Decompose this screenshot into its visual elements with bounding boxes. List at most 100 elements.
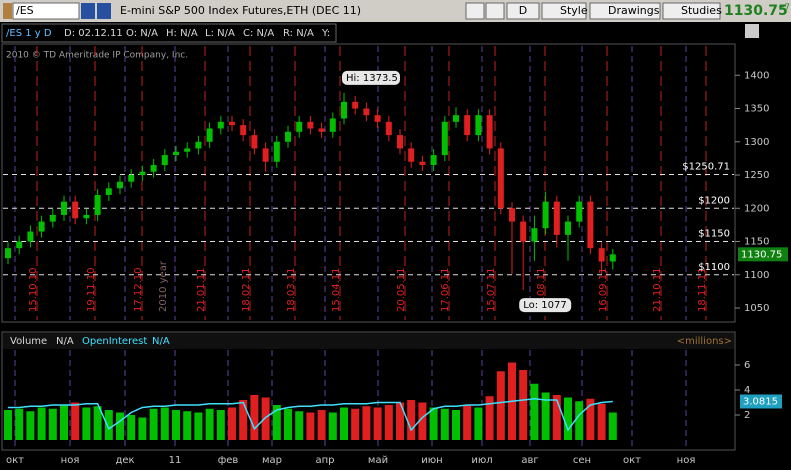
symbol-dropdown[interactable] [81, 3, 95, 19]
y-tick-label: 6 [744, 360, 750, 371]
volume-bar [93, 406, 102, 440]
info-bar [1, 23, 337, 43]
candle-body [341, 101, 347, 119]
info-high: H: N/A [166, 28, 198, 39]
y-tick-label: 1400 [744, 70, 769, 81]
hi-label: Hi: 1373.5 [346, 73, 398, 84]
expiration-label: 21.10.11 [652, 267, 663, 312]
candle-body [307, 121, 314, 129]
volume-bar [485, 396, 494, 440]
last-price-box [738, 247, 788, 262]
volume-bar [597, 403, 606, 440]
y-tick-label: 2 [744, 410, 750, 421]
expiration-label: 16.09.11 [598, 267, 609, 312]
candle-body [464, 115, 471, 136]
volume-bar [205, 408, 214, 440]
expiration-label: 18.11.11 [697, 267, 708, 312]
candle-body [83, 214, 90, 219]
style: Style [560, 4, 588, 17]
price-line-label: $1150 [698, 229, 730, 240]
volume-bar [586, 398, 595, 440]
expiration-label: 15.04.11 [331, 267, 342, 312]
month-label: апр [315, 455, 334, 466]
volume-bar [463, 405, 472, 440]
volume-bar [172, 410, 180, 440]
price-line-label: $1250.71 [682, 162, 730, 173]
month-label: сен [573, 455, 591, 466]
volume-bar [407, 400, 416, 440]
candle-body [94, 194, 101, 215]
candle-body [105, 188, 112, 195]
month-label: окт [6, 455, 24, 466]
candle-body [38, 221, 45, 232]
volume-header [3, 333, 734, 349]
chart-id: /ES 1 y D [6, 28, 52, 39]
expiration-label: 20.05.11 [396, 267, 407, 312]
month-label: ноя [677, 455, 696, 466]
volume-bar [37, 407, 46, 440]
candle-body [553, 201, 560, 235]
studies-button[interactable] [662, 2, 721, 20]
candle-body [329, 118, 336, 132]
candle-body [318, 128, 325, 132]
units: <millions> [677, 336, 732, 347]
drawings-button[interactable] [589, 2, 661, 20]
style-button[interactable] [541, 2, 587, 20]
volume-bar [4, 410, 12, 440]
candle-body [173, 151, 179, 156]
candle-body [72, 201, 79, 219]
y-tick-label: 1100 [744, 270, 769, 281]
volume-bar [82, 407, 91, 440]
y-tick-label: 1300 [744, 137, 769, 148]
expiration-label: 15.07.11 [486, 267, 497, 312]
symbol-icon [3, 3, 12, 19]
period-button[interactable] [506, 2, 540, 20]
candle-body [419, 161, 426, 166]
tool-button[interactable] [465, 2, 485, 20]
lo-bubble [519, 298, 572, 313]
candle-body [296, 121, 303, 132]
volume-bar [519, 370, 528, 440]
volume-bar [127, 415, 136, 440]
month-label: 11 [169, 455, 182, 466]
candle-body [150, 165, 157, 172]
open-interest-line [8, 397, 613, 432]
candle-body [229, 121, 235, 126]
candle-body [509, 208, 515, 222]
volume-bar [351, 408, 360, 440]
tool-button[interactable] [485, 2, 505, 20]
candle-body [587, 201, 594, 249]
candle-body [385, 121, 392, 136]
candle-body [598, 248, 605, 262]
candle-body [441, 121, 448, 156]
volume-bar [295, 411, 304, 440]
symbol-input[interactable] [12, 2, 80, 20]
volume-bar [396, 402, 404, 440]
lo-value: 1077 [541, 300, 566, 311]
volume-bar [429, 407, 438, 440]
candle-body [217, 121, 224, 129]
hi-value: 1373.5 [363, 73, 398, 84]
volume-bar [306, 412, 315, 440]
expand-button[interactable] [745, 24, 759, 38]
volume-bar [608, 412, 617, 440]
candle-body [128, 175, 135, 182]
hi-bubble [342, 70, 400, 85]
candle-body [497, 148, 504, 209]
y-tick-label: 1200 [744, 203, 769, 214]
y-tick-label: 1250 [744, 170, 769, 181]
volume-bar [194, 412, 203, 440]
copyright: 2010 © TD Ameritrade IP Company, Inc. [6, 51, 188, 61]
expiration-label: 19.08.11 [536, 267, 547, 312]
price-line-label: $1100 [698, 262, 730, 273]
symbol-menu[interactable] [97, 3, 111, 19]
volume-bar [26, 411, 35, 440]
last-price-axis: 1130.75 [741, 249, 782, 260]
volume-bar [452, 410, 460, 440]
candle-body [206, 128, 213, 142]
volume-bar [541, 392, 550, 440]
volume-bar [530, 383, 539, 440]
expiration-label: 17.06.11 [440, 267, 451, 312]
volume-bar [250, 395, 259, 440]
